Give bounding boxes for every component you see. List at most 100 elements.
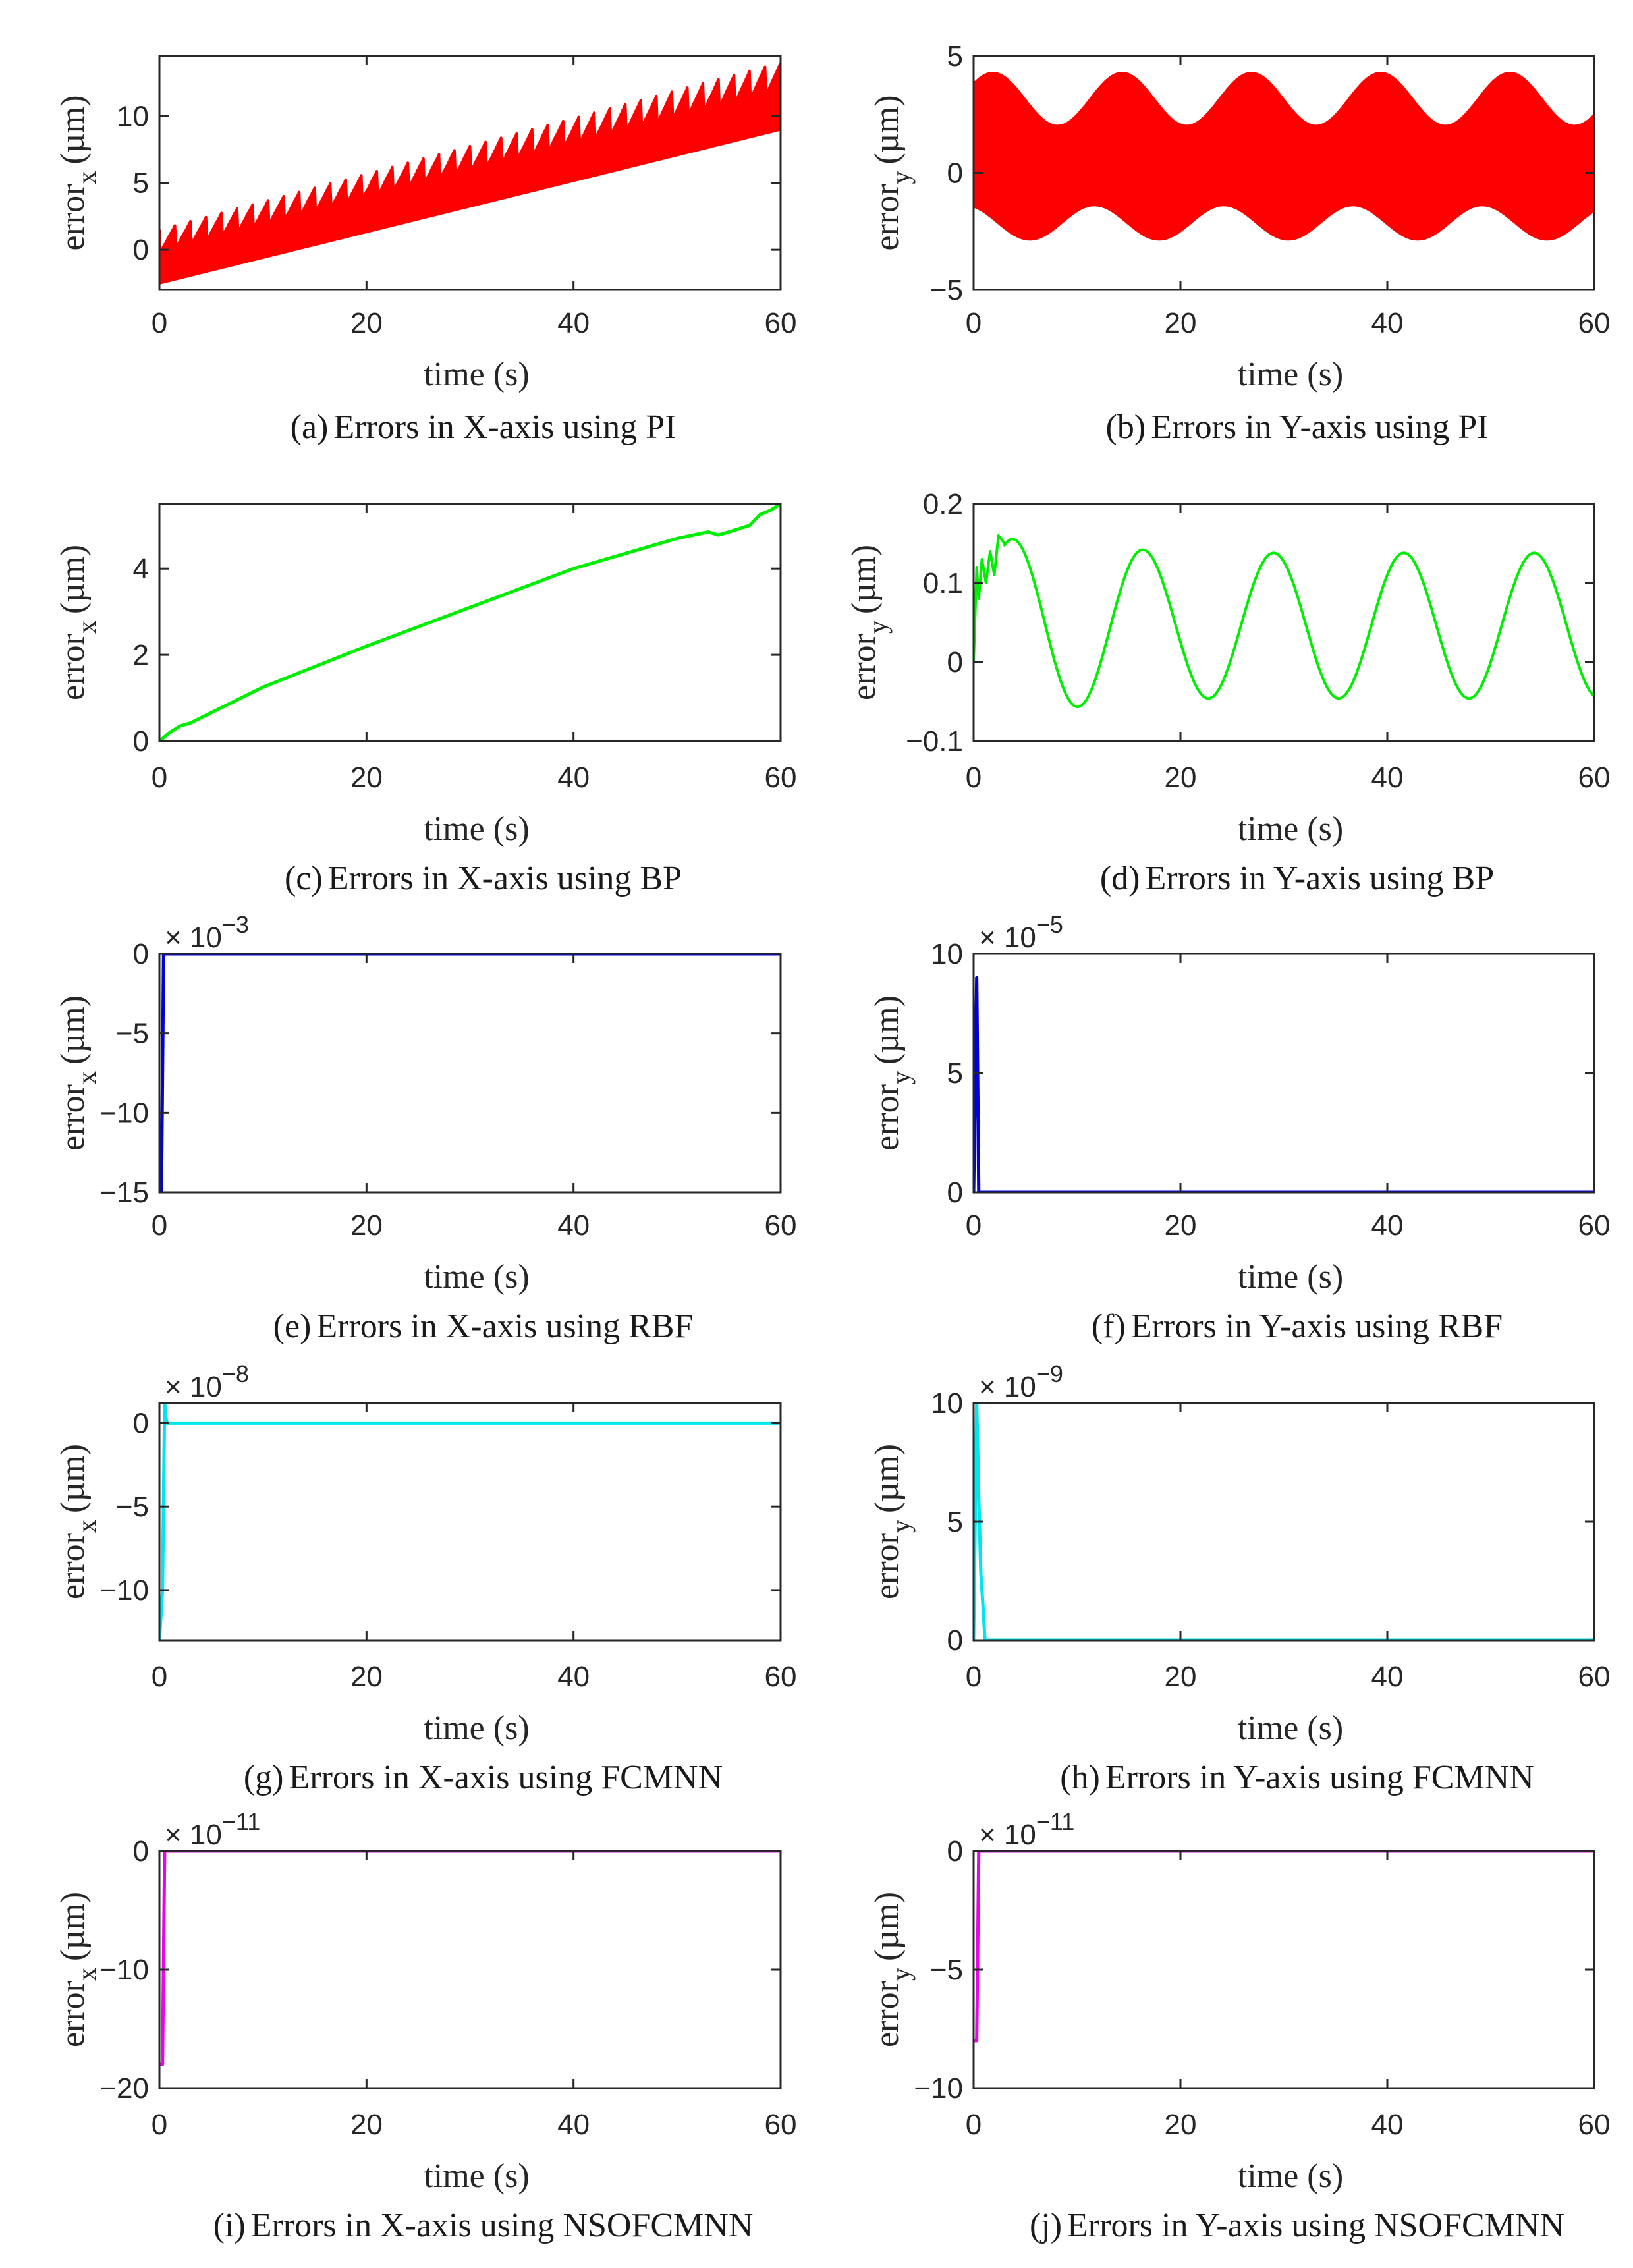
x-tick-label: 0 xyxy=(966,1661,982,1693)
y-axis-label: errory (µm) xyxy=(868,995,916,1151)
x-axis-label: time (s) xyxy=(424,1258,529,1296)
ylabel-subscript: y xyxy=(886,1071,916,1084)
x-tick-label: 0 xyxy=(152,2109,167,2141)
series-group xyxy=(974,976,1594,1192)
exponent-power: −8 xyxy=(222,1360,249,1387)
ylabel-main: error xyxy=(54,634,92,700)
series-line-a xyxy=(159,62,781,285)
x-axis-label: time (s) xyxy=(424,356,529,393)
exponent-power: −3 xyxy=(222,911,249,938)
y-axis-label: errory (µm) xyxy=(868,1444,916,1599)
ylabel-unit: (µm) xyxy=(54,545,92,614)
caption-label: (b) xyxy=(1106,408,1146,446)
x-tick-label: 0 xyxy=(966,2109,982,2141)
y-axis-label: errorx (µm) xyxy=(54,995,101,1151)
y-tick-label: −5 xyxy=(930,1954,963,1986)
y-tick-label: 0 xyxy=(947,1835,963,1867)
axis-exponent: × 10−8 xyxy=(165,1360,249,1403)
y-axis-label: errorx (µm) xyxy=(54,545,101,700)
series-line-h xyxy=(974,1403,1594,1640)
ylabel-unit: (µm) xyxy=(54,1444,92,1513)
series-group xyxy=(159,1403,781,1640)
panel-i: 0 20 40 60 −20 −10 0 × 10−11 errorx (µm) time (s) (… xyxy=(54,1808,796,2244)
x-tick-label: 40 xyxy=(1371,761,1404,794)
panel-caption: (g) Errors in X-axis using FCMNN xyxy=(244,1759,723,1796)
y-tick-label: 0 xyxy=(133,1407,149,1439)
ylabel-subscript: x xyxy=(72,1071,101,1084)
caption-label: (e) xyxy=(273,1308,312,1345)
panel-caption: (j) Errors in Y-axis using NSOFCMNN xyxy=(1030,2207,1564,2244)
series-group xyxy=(974,534,1594,709)
caption-label: (h) xyxy=(1060,1759,1100,1796)
x-tick-label: 0 xyxy=(152,761,167,794)
x-tick-label: 0 xyxy=(966,761,982,794)
x-tick-label: 40 xyxy=(557,307,590,339)
x-axis-label: time (s) xyxy=(1238,356,1343,393)
x-tick-label: 60 xyxy=(1578,2109,1611,2141)
x-tick-label: 60 xyxy=(1578,1661,1611,1693)
axis-exponent: × 10−11 xyxy=(165,1808,260,1851)
y-tick-label: −10 xyxy=(99,1574,149,1607)
x-tick-label: 0 xyxy=(966,307,982,339)
y-tick-label: −10 xyxy=(99,1954,149,1986)
series-line-b xyxy=(974,72,1594,241)
plot-area xyxy=(159,504,781,741)
ylabel-main: error xyxy=(54,1981,92,2047)
series-line-i xyxy=(159,1851,781,2066)
exponent-power: −5 xyxy=(1036,911,1063,938)
ylabel-subscript: y xyxy=(863,621,893,634)
caption-text: Errors in X-axis using FCMNN xyxy=(289,1759,723,1796)
series-line-d xyxy=(974,534,1594,709)
x-tick-label: 40 xyxy=(1371,1661,1404,1693)
ylabel-unit: (µm) xyxy=(868,1444,906,1513)
y-tick-label: 2 xyxy=(133,639,149,671)
series-group xyxy=(159,954,781,1192)
caption-text: Errors in X-axis using PI xyxy=(333,408,676,446)
x-axis-label: time (s) xyxy=(424,2157,529,2195)
x-tick-label: 0 xyxy=(152,1209,167,1242)
panel-h: 0 20 40 60 0 5 10 × 10−9 errory (µm) time (s) (h) Er… xyxy=(868,1360,1610,1796)
panel-e: 0 20 40 60 −15 −10 −5 0 × 10−3 errorx (µm) time (s)… xyxy=(54,911,796,1345)
ylabel-unit: (µm) xyxy=(54,1892,92,1961)
panel-caption: (i) Errors in X-axis using NSOFCMNN xyxy=(213,2207,754,2244)
exponent-power: −11 xyxy=(1036,1808,1074,1835)
ylabel-main: error xyxy=(868,184,906,251)
x-axis-label: time (s) xyxy=(424,1709,529,1747)
panel-j: 0 20 40 60 −10 −5 0 × 10−11 errory (µm) time (s) (j… xyxy=(868,1808,1610,2244)
caption-label: (g) xyxy=(244,1759,284,1796)
caption-text: Errors in Y-axis using BP xyxy=(1146,860,1495,897)
y-tick-label: 0 xyxy=(947,1176,963,1209)
x-axis-label: time (s) xyxy=(1238,2157,1343,2195)
y-tick-label: 0 xyxy=(133,234,149,266)
y-tick-label: −10 xyxy=(914,2072,963,2105)
plot-area xyxy=(159,954,781,1192)
exponent-power: −11 xyxy=(222,1808,260,1835)
panel-caption: (c) Errors in X-axis using BP xyxy=(285,860,682,897)
x-tick-label: 40 xyxy=(1371,307,1404,339)
y-axis-label: errorx (µm) xyxy=(54,95,101,250)
x-axis-label: time (s) xyxy=(1238,1709,1343,1747)
exponent-base: × 10 xyxy=(979,1819,1036,1851)
axes-box xyxy=(972,503,1595,742)
y-tick-label: −5 xyxy=(116,1491,149,1523)
series-group xyxy=(974,1403,1594,1640)
ylabel-unit: (µm) xyxy=(845,545,883,614)
x-tick-label: 40 xyxy=(1371,1209,1404,1242)
series-line-e xyxy=(159,954,781,1192)
y-tick-label: −10 xyxy=(99,1097,149,1129)
y-tick-label: 0 xyxy=(947,1624,963,1657)
x-axis-label: time (s) xyxy=(1238,1258,1343,1296)
caption-text: Errors in Y-axis using NSOFCMNN xyxy=(1067,2207,1564,2244)
series-line-j xyxy=(974,1851,1594,2043)
panel-caption: (b) Errors in Y-axis using PI xyxy=(1106,408,1489,446)
panel-caption: (f) Errors in Y-axis using RBF xyxy=(1092,1308,1503,1345)
x-tick-label: 60 xyxy=(765,761,797,794)
y-axis-label: errory (µm) xyxy=(868,1892,916,2047)
ylabel-subscript: x xyxy=(72,1520,101,1533)
ylabel-unit: (µm) xyxy=(868,95,906,164)
y-tick-label: 10 xyxy=(931,938,963,970)
panel-f: 0 20 40 60 0 5 10 × 10−5 errory (µm) time (s) (f) Er… xyxy=(868,911,1610,1345)
caption-text: Errors in Y-axis using RBF xyxy=(1131,1308,1503,1345)
ylabel-unit: (µm) xyxy=(54,995,92,1065)
